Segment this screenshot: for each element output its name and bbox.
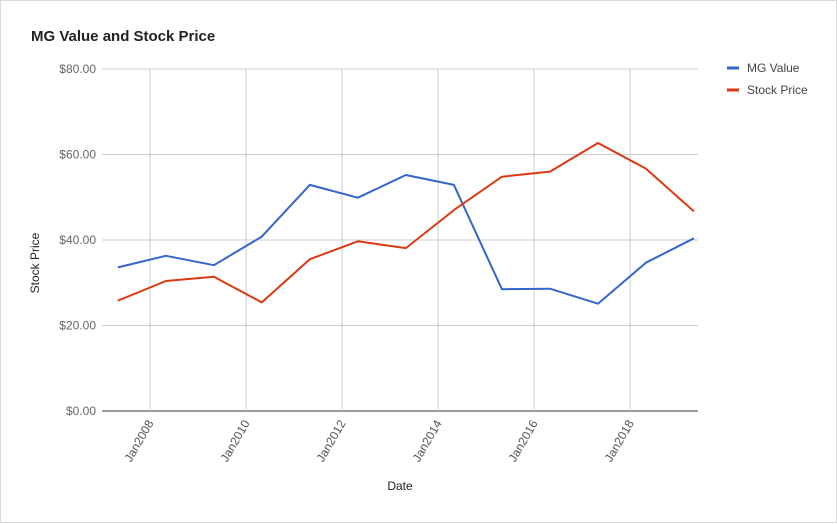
series-line-mg-value	[117, 174, 695, 305]
y-tick-label: $40.00	[59, 233, 96, 247]
y-tick-label: $60.00	[59, 148, 96, 162]
legend-entry: Stock Price	[747, 83, 808, 97]
legend-entry: MG Value	[747, 61, 800, 75]
series-line-stock-price	[117, 142, 695, 304]
y-tick-label: $0.00	[66, 404, 96, 418]
x-tick-label: Jan2018	[602, 417, 637, 464]
x-tick-label: Jan2008	[121, 417, 156, 464]
x-tick-label: Jan2010	[218, 417, 253, 464]
series-lines	[117, 142, 695, 305]
y-tick-label: $20.00	[59, 319, 96, 333]
y-axis-ticks: $0.00 $20.00 $40.00 $60.00 $80.00	[59, 62, 96, 418]
x-axis-ticks: Jan2008 Jan2010 Jan2012 Jan2014 Jan2016 Jan20…	[121, 417, 637, 464]
y-tick-label: $80.00	[59, 62, 96, 76]
chart-title: MG Value and Stock Price	[31, 28, 216, 45]
x-tick-label: Jan2012	[313, 417, 348, 464]
y-axis-label: Stock Price	[28, 232, 42, 293]
x-axis-label: Date	[387, 479, 413, 493]
x-tick-label: Jan2014	[410, 417, 445, 464]
legend: MG Value Stock Price	[727, 61, 808, 97]
grid	[102, 68, 698, 412]
x-tick-label: Jan2016	[506, 417, 541, 464]
